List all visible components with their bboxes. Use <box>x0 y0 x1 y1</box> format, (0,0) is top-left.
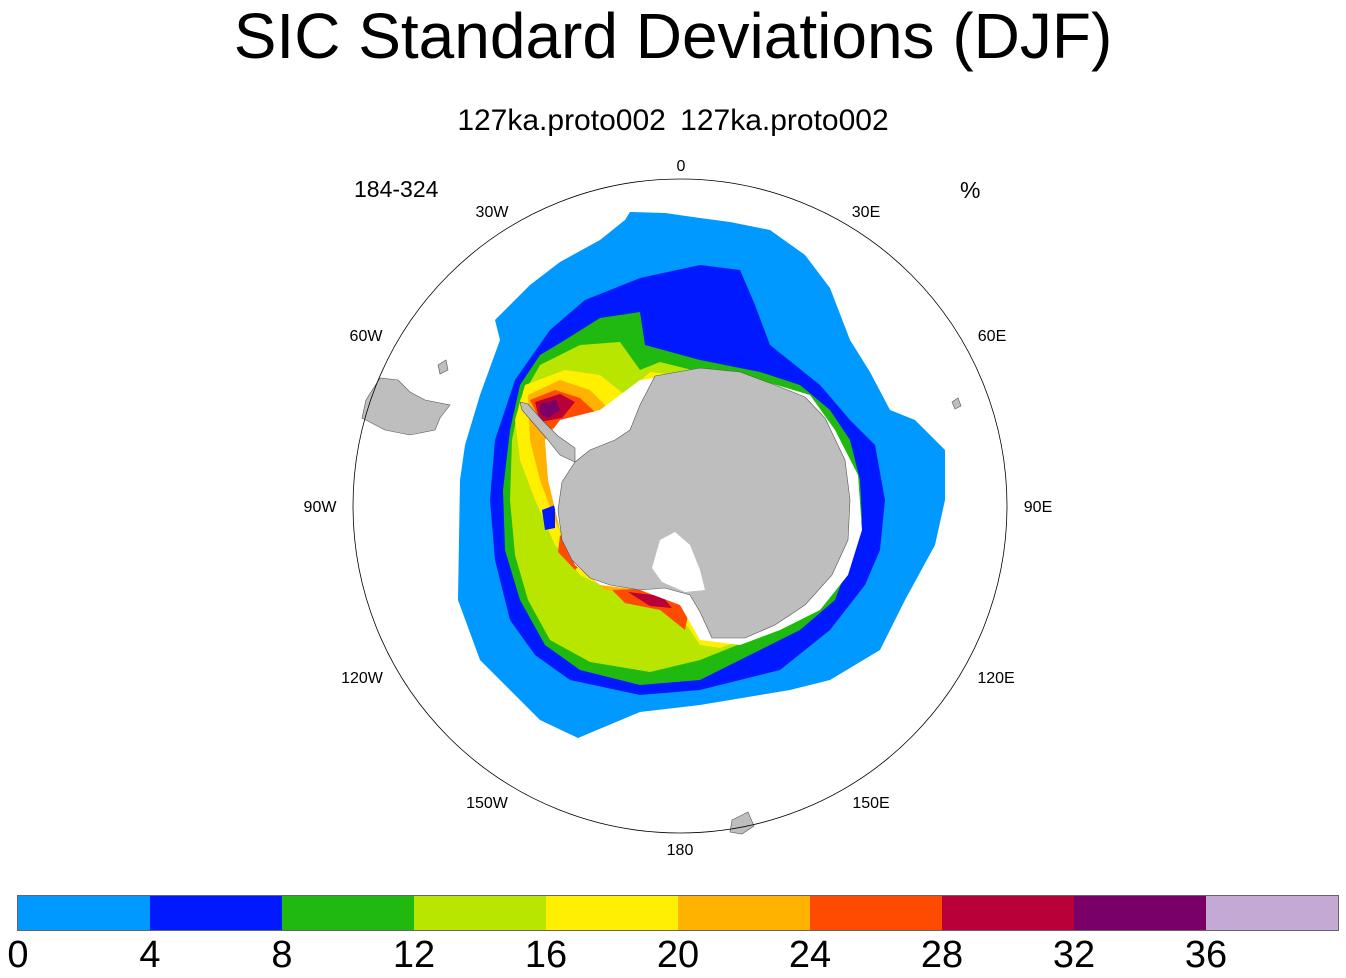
map-boundary <box>352 178 1008 834</box>
lon-label-60w: 60W <box>350 328 384 345</box>
colorbar-tick-16: 16 <box>524 934 568 976</box>
colorbar-tick-8: 8 <box>271 934 293 976</box>
polar-map: 0 30E 60E 90E 120E 150E 180 150W 120W 90… <box>304 158 1053 859</box>
antarctic-peninsula <box>519 401 576 463</box>
lon-label-150w: 150W <box>466 795 509 812</box>
colorbar-tick-12: 12 <box>392 934 436 976</box>
new-zealand-land <box>729 811 755 835</box>
kerguelen-island <box>951 397 962 410</box>
colorbar-segment-7 <box>942 896 1074 930</box>
lon-label-90w: 90W <box>304 499 338 516</box>
colorbar-tick-24: 24 <box>788 934 832 976</box>
colorbar-segment-5 <box>678 896 810 930</box>
colorbar <box>17 895 1339 931</box>
colorbar-segment-3 <box>414 896 546 930</box>
colorbar-segment-4 <box>546 896 678 930</box>
colorbar-tick-20: 20 <box>656 934 700 976</box>
lon-label-150e: 150E <box>852 795 889 812</box>
colorbar-segment-8 <box>1074 896 1206 930</box>
ross-ice-shelf <box>652 532 705 592</box>
colorbar-segment-2 <box>282 896 414 930</box>
plot-title: SIC Standard Deviations (DJF) <box>233 0 1113 72</box>
band-32-36 <box>540 400 560 418</box>
colorbar-segment-9 <box>1206 896 1338 930</box>
colorbar-tick-4: 4 <box>139 934 161 976</box>
colorbar-tick-32: 32 <box>1052 934 1096 976</box>
colorbar-segment-0 <box>18 896 150 930</box>
lon-label-0: 0 <box>677 158 686 175</box>
lon-label-120e: 120E <box>977 670 1014 687</box>
south-america-land <box>361 377 451 436</box>
lon-label-30e: 30E <box>852 204 880 221</box>
colorbar-tick-36: 36 <box>1184 934 1228 976</box>
lon-label-30w: 30W <box>476 204 510 221</box>
year-range-label: 184-324 <box>354 176 439 202</box>
falkland-islands <box>437 359 449 375</box>
plot-subtitle: 127ka.proto002 127ka.proto002 <box>457 104 889 137</box>
lon-label-120w: 120W <box>341 670 384 687</box>
units-label: % <box>960 177 981 203</box>
lon-label-180: 180 <box>667 842 694 859</box>
colorbar-tick-28: 28 <box>920 934 964 976</box>
colorbar-segment-1 <box>150 896 282 930</box>
lon-label-60e: 60E <box>978 328 1006 345</box>
colorbar-segment-6 <box>810 896 942 930</box>
antarctica-land <box>557 367 851 639</box>
colorbar-tick-0: 0 <box>7 934 29 976</box>
lon-label-90e: 90E <box>1024 499 1052 516</box>
